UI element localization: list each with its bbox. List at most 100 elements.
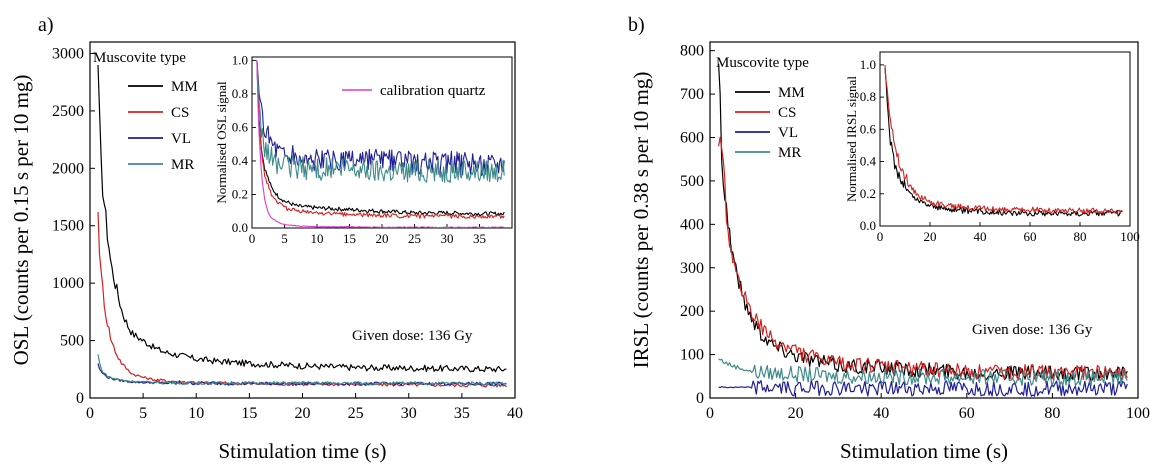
series-line-vl xyxy=(718,379,1128,397)
inset-y-tick-label: 0.4 xyxy=(860,154,877,169)
legend-label: CS xyxy=(778,105,796,121)
inset-x-tick-label: 5 xyxy=(281,231,288,246)
panel-a: a) 0 5 10 15 20 25 30 35 40 0 500 1000 1500 2000 2500 30… xyxy=(9,14,523,463)
inset-y-tick-label: 0.6 xyxy=(860,121,877,136)
inset-x-tick-label: 15 xyxy=(343,231,356,246)
inset-frame xyxy=(251,56,513,229)
inset-series-line-vl xyxy=(256,60,505,176)
inset: 0 5 10 15 20 25 30 35 0.0 0.2 0.4 0.6 0.8 1.0Normalis… xyxy=(214,52,513,246)
inset-y-tick-label: 0.8 xyxy=(860,89,876,104)
x-tick-label: 40 xyxy=(873,405,889,422)
y-tick-label: 1000 xyxy=(52,275,84,292)
series-line-mr xyxy=(718,358,1128,387)
inset-y-axis-label: Normalised IRSL signal xyxy=(844,76,859,202)
series-group xyxy=(718,63,1128,397)
y-tick-label: 400 xyxy=(680,216,704,233)
inset-x-tick-label: 20 xyxy=(924,229,937,244)
legend-label: MM xyxy=(171,79,198,95)
x-tick-label: 20 xyxy=(788,405,804,422)
inset-series-line-calibration-quartz xyxy=(256,60,505,228)
y-tick-label: 100 xyxy=(680,347,704,364)
inset-x-tick-label: 80 xyxy=(1074,229,1087,244)
legend-label: MR xyxy=(778,145,801,161)
x-tick-label: 0 xyxy=(86,405,94,422)
series-line-mm xyxy=(97,64,507,373)
legend-title: Muscovite type xyxy=(716,55,809,71)
inset-y-tick-label: 1.0 xyxy=(232,52,248,67)
inset-series-group xyxy=(884,64,1123,217)
series-line-mr xyxy=(97,354,507,386)
inset-x-tick-label: 20 xyxy=(376,231,389,246)
inset-x-tick-label: 10 xyxy=(311,231,324,246)
y-tick-label: 300 xyxy=(680,260,704,277)
legend-label: CS xyxy=(171,105,189,121)
y-tick-label: 2500 xyxy=(52,103,84,120)
x-axis-label: Stimulation time (s) xyxy=(840,439,1008,463)
legend-label: MR xyxy=(171,157,194,173)
inset-x-tick-label: 100 xyxy=(1120,229,1140,244)
series-group xyxy=(97,64,507,388)
y-tick-label: 200 xyxy=(680,303,704,320)
y-tick-label: 0 xyxy=(696,390,704,407)
series-line-cs xyxy=(718,136,1128,383)
inset: 0 20 40 60 80 100 0.0 0.2 0.4 0.6 0.8 1.0Normalised… xyxy=(844,51,1140,244)
inset-series-line-mr xyxy=(256,60,505,184)
inset-y-tick-label: 0.0 xyxy=(232,220,248,235)
inset-y-tick-label: 0.0 xyxy=(860,218,876,233)
inset-y-tick-label: 1.0 xyxy=(860,57,876,72)
y-tick-label: 700 xyxy=(680,86,704,103)
inset-series-line-cs xyxy=(884,64,1123,215)
y-axis-label: OSL (counts per 0.15 s per 10 mg) xyxy=(9,75,33,366)
inset-y-tick-label: 0.6 xyxy=(232,119,249,134)
annotation: Given dose: 136 Gy xyxy=(352,328,473,344)
inset-y-tick-label: 0.2 xyxy=(232,186,248,201)
inset-x-tick-label: 40 xyxy=(974,229,987,244)
annotation: Given dose: 136 Gy xyxy=(972,322,1093,338)
inset-series-line-cs xyxy=(256,60,505,219)
x-tick-label: 20 xyxy=(295,405,311,422)
panel-label: b) xyxy=(628,14,645,36)
legend-label: VL xyxy=(778,125,798,141)
x-tick-label: 30 xyxy=(401,405,417,422)
y-tick-label: 2000 xyxy=(52,160,84,177)
y-tick-label: 800 xyxy=(680,43,704,60)
legend-title: Muscovite type xyxy=(93,50,186,66)
x-tick-label: 0 xyxy=(706,405,714,422)
inset-y-axis-label: Normalised OSL signal xyxy=(214,81,229,204)
plot-frame xyxy=(709,41,1139,399)
x-tick-label: 40 xyxy=(507,405,523,422)
inset-x-tick-label: 25 xyxy=(408,231,421,246)
legend-label: MM xyxy=(778,85,805,101)
x-tick-label: 15 xyxy=(241,405,257,422)
inset-y-tick-label: 0.8 xyxy=(232,86,248,101)
y-tick-label: 0 xyxy=(76,390,84,407)
panel-label: a) xyxy=(38,14,54,36)
inset-series-group xyxy=(256,60,505,228)
x-tick-label: 60 xyxy=(959,405,975,422)
y-axis-label: IRSL (counts per 0.38 s per 10 mg) xyxy=(629,72,653,369)
y-tick-label: 3000 xyxy=(52,45,84,62)
x-tick-label: 100 xyxy=(1126,405,1150,422)
panel-b: b)0 20 40 60 80 1000100200300400500600700800S… xyxy=(628,14,1150,463)
x-axis-label: Stimulation time (s) xyxy=(219,439,387,463)
inset-series-line-mm xyxy=(256,60,505,217)
y-tick-label: 500 xyxy=(60,333,84,350)
x-tick-label: 5 xyxy=(139,405,147,422)
x-tick-label: 10 xyxy=(188,405,204,422)
legend-label: VL xyxy=(171,131,191,147)
inset-y-tick-label: 0.4 xyxy=(232,153,249,168)
x-tick-label: 80 xyxy=(1044,405,1060,422)
inset-x-tick-label: 0 xyxy=(877,229,884,244)
y-tick-label: 500 xyxy=(680,173,704,190)
x-tick-label: 35 xyxy=(454,405,470,422)
inset-x-tick-label: 30 xyxy=(441,231,454,246)
inset-y-tick-label: 0.2 xyxy=(860,186,876,201)
inset-legend-label: calibration quartz xyxy=(380,83,486,99)
y-tick-label: 600 xyxy=(680,130,704,147)
inset-x-tick-label: 60 xyxy=(1024,229,1037,244)
inset-x-tick-label: 35 xyxy=(473,231,486,246)
y-tick-label: 1500 xyxy=(52,218,84,235)
inset-x-tick-label: 0 xyxy=(249,231,256,246)
x-tick-label: 25 xyxy=(348,405,364,422)
